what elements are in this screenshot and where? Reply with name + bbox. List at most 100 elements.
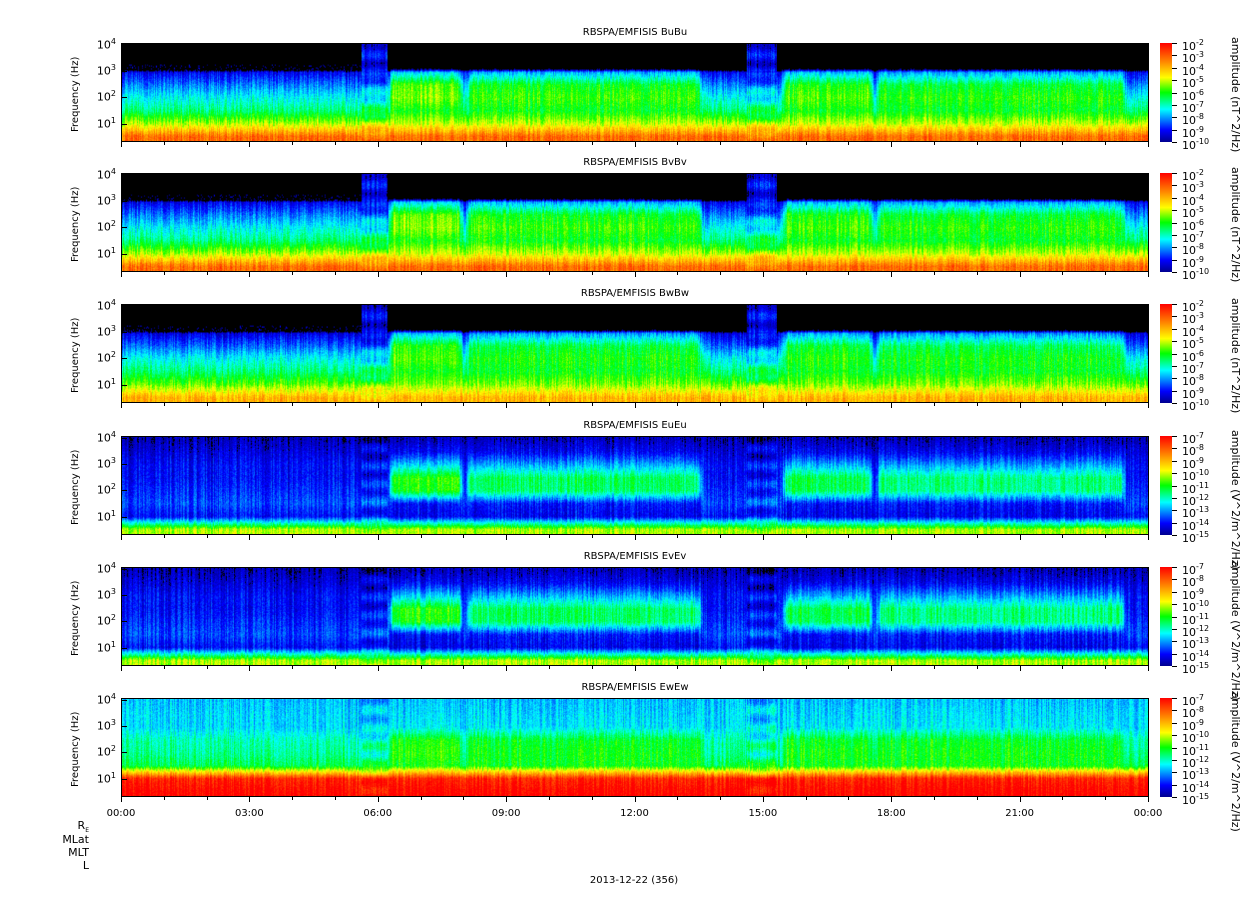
colorbar-tick-base: 10 <box>1182 313 1196 327</box>
spectrogram-heatmap <box>122 437 1148 534</box>
colorbar-tick-label: 10-4 <box>1182 192 1204 207</box>
x-tick-mark <box>1148 403 1149 408</box>
y-tick-base: 10 <box>96 615 111 629</box>
y-tick-exp: 3 <box>110 63 116 73</box>
y-tick-base: 10 <box>96 38 111 52</box>
y-tick-mark <box>121 778 127 780</box>
colorbar-tick-mark <box>1172 353 1177 355</box>
x-tick-mark <box>121 797 122 802</box>
colorbar-tick-label: 10-15 <box>1182 791 1209 806</box>
y-tick-exp: 1 <box>110 245 116 255</box>
x-tick-mark <box>848 403 850 406</box>
x-tick-mark <box>249 797 251 802</box>
colorbar-tick-mark <box>1172 129 1177 131</box>
y-tick-base: 10 <box>96 510 111 524</box>
colorbar-tick-base: 10 <box>1182 638 1196 652</box>
colorbar-tick-base: 10 <box>1182 362 1196 376</box>
colorbar-tick-base: 10 <box>1182 781 1196 795</box>
colorbar-tick-exp: -7 <box>1196 431 1204 440</box>
x-tick-mark <box>1105 142 1107 145</box>
x-tick-mark <box>976 666 978 669</box>
colorbar-tick-label: 10-14 <box>1182 517 1209 532</box>
y-tick-base: 10 <box>96 325 111 339</box>
x-tick-mark <box>292 272 294 275</box>
x-tick-mark <box>934 535 936 538</box>
y-tick-exp: 3 <box>110 456 116 466</box>
x-tick-mark <box>377 797 379 802</box>
colorbar-tick-label: 10-3 <box>1182 310 1204 325</box>
colorbar-tick-label: 10-6 <box>1182 217 1204 232</box>
colorbar-tick-label: 10-8 <box>1182 573 1204 588</box>
colorbar-tick-exp: -7 <box>1196 99 1204 109</box>
colorbar-tick-label: 10-8 <box>1182 111 1204 126</box>
colorbar-tick-label: 10-14 <box>1182 648 1209 663</box>
colorbar <box>1160 43 1172 142</box>
x-tick-label: 18:00 <box>876 808 906 819</box>
colorbar-tick-mark <box>1172 272 1177 273</box>
x-tick-mark <box>634 272 636 277</box>
y-tick-base: 10 <box>96 168 111 182</box>
y-tick-base: 10 <box>96 484 111 498</box>
y-tick-base: 10 <box>96 693 111 707</box>
colorbar-tick-mark <box>1172 222 1177 224</box>
ephemeris-label-mlt: MLT <box>68 846 89 859</box>
x-tick-label: 12:00 <box>620 808 649 819</box>
colorbar-tick-base: 10 <box>1182 650 1196 664</box>
colorbar-tick-mark <box>1172 485 1177 487</box>
colorbar-tick-label: 10-9 <box>1182 586 1204 601</box>
colorbar-tick-label: 10-10 <box>1182 397 1209 412</box>
x-tick-mark <box>934 797 936 800</box>
colorbar-tick-label: 10-10 <box>1182 266 1209 281</box>
colorbar-tick-base: 10 <box>1182 64 1196 78</box>
colorbar-tick-exp: -10 <box>1196 398 1210 407</box>
colorbar-tick-base: 10 <box>1182 470 1196 484</box>
colorbar-tick-base: 10 <box>1182 507 1196 521</box>
colorbar-tick-exp: -8 <box>1196 443 1204 453</box>
x-tick-mark <box>548 403 550 406</box>
spectrogram-heatmap <box>122 568 1148 665</box>
colorbar-tick-exp: -7 <box>1196 229 1204 239</box>
x-tick-mark <box>1062 272 1064 275</box>
colorbar-tick-exp: -8 <box>1196 242 1204 252</box>
colorbar-tick-label: 10-9 <box>1182 124 1204 139</box>
x-tick-mark <box>762 666 764 671</box>
colorbar-tick-exp: -6 <box>1196 217 1204 227</box>
colorbar-tick-exp: -4 <box>1196 62 1204 72</box>
colorbar-tick-base: 10 <box>1182 625 1196 639</box>
colorbar-tick-base: 10 <box>1182 269 1196 282</box>
y-tick-base: 10 <box>96 221 111 235</box>
y-tick-mark <box>121 726 127 728</box>
y-tick-exp: 3 <box>110 587 116 597</box>
colorbar-tick-exp: -14 <box>1196 648 1210 658</box>
colorbar-tick-base: 10 <box>1182 219 1196 233</box>
spectrogram-plot <box>121 173 1149 272</box>
x-tick-mark <box>976 797 978 800</box>
colorbar-tick-mark <box>1172 117 1177 119</box>
x-tick-label: 06:00 <box>363 808 393 819</box>
colorbar-tick-label: 10-9 <box>1182 385 1204 400</box>
y-tick-mark <box>121 490 127 492</box>
x-tick-mark <box>334 797 336 800</box>
x-tick-mark <box>249 272 251 277</box>
colorbar-tick-exp: -13 <box>1196 505 1210 515</box>
ephemeris-re-text: R <box>77 819 86 832</box>
colorbar-tick-exp: -12 <box>1196 754 1210 764</box>
x-tick-mark <box>163 403 165 406</box>
x-tick-mark <box>848 142 850 145</box>
colorbar-tick-label: 10-12 <box>1182 492 1209 507</box>
colorbar-tick-label: 10-13 <box>1182 635 1209 650</box>
colorbar-tick-base: 10 <box>1182 482 1196 496</box>
colorbar-tick-mark <box>1172 234 1177 236</box>
y-tick-base: 10 <box>96 719 111 733</box>
x-tick-mark <box>206 535 208 538</box>
colorbar-tick-exp: -8 <box>1196 705 1204 715</box>
y-tick-mark <box>121 45 127 47</box>
y-tick-label: 101 <box>76 771 116 786</box>
colorbar-tick-exp: -9 <box>1196 385 1204 395</box>
colorbar-tick-base: 10 <box>1182 719 1196 733</box>
colorbar-tick-exp: -7 <box>1196 693 1204 702</box>
colorbar-tick-mark <box>1172 579 1177 581</box>
x-tick-mark <box>548 272 550 275</box>
x-tick-mark <box>420 666 422 669</box>
x-tick-mark <box>976 403 978 406</box>
